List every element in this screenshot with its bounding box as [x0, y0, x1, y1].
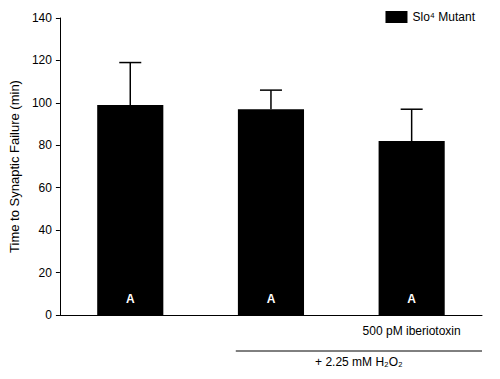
svg-text:40: 40 [39, 223, 53, 237]
svg-text:20: 20 [39, 266, 53, 280]
svg-text:100: 100 [32, 96, 52, 110]
svg-text:Slo⁴ Mutant: Slo⁴ Mutant [412, 10, 475, 24]
svg-text:500 pM iberiotoxin: 500 pM iberiotoxin [363, 324, 461, 338]
svg-text:80: 80 [39, 138, 53, 152]
svg-text:140: 140 [32, 11, 52, 25]
svg-text:A: A [407, 292, 416, 306]
svg-text:120: 120 [32, 53, 52, 67]
svg-text:60: 60 [39, 181, 53, 195]
svg-text:Time to Synaptic Failure (min): Time to Synaptic Failure (min) [7, 80, 22, 253]
svg-text:A: A [267, 292, 276, 306]
svg-text:0: 0 [45, 308, 52, 322]
svg-text:+ 2.25 mM H₂O₂: + 2.25 mM H₂O₂ [315, 355, 403, 369]
svg-text:A: A [126, 292, 135, 306]
